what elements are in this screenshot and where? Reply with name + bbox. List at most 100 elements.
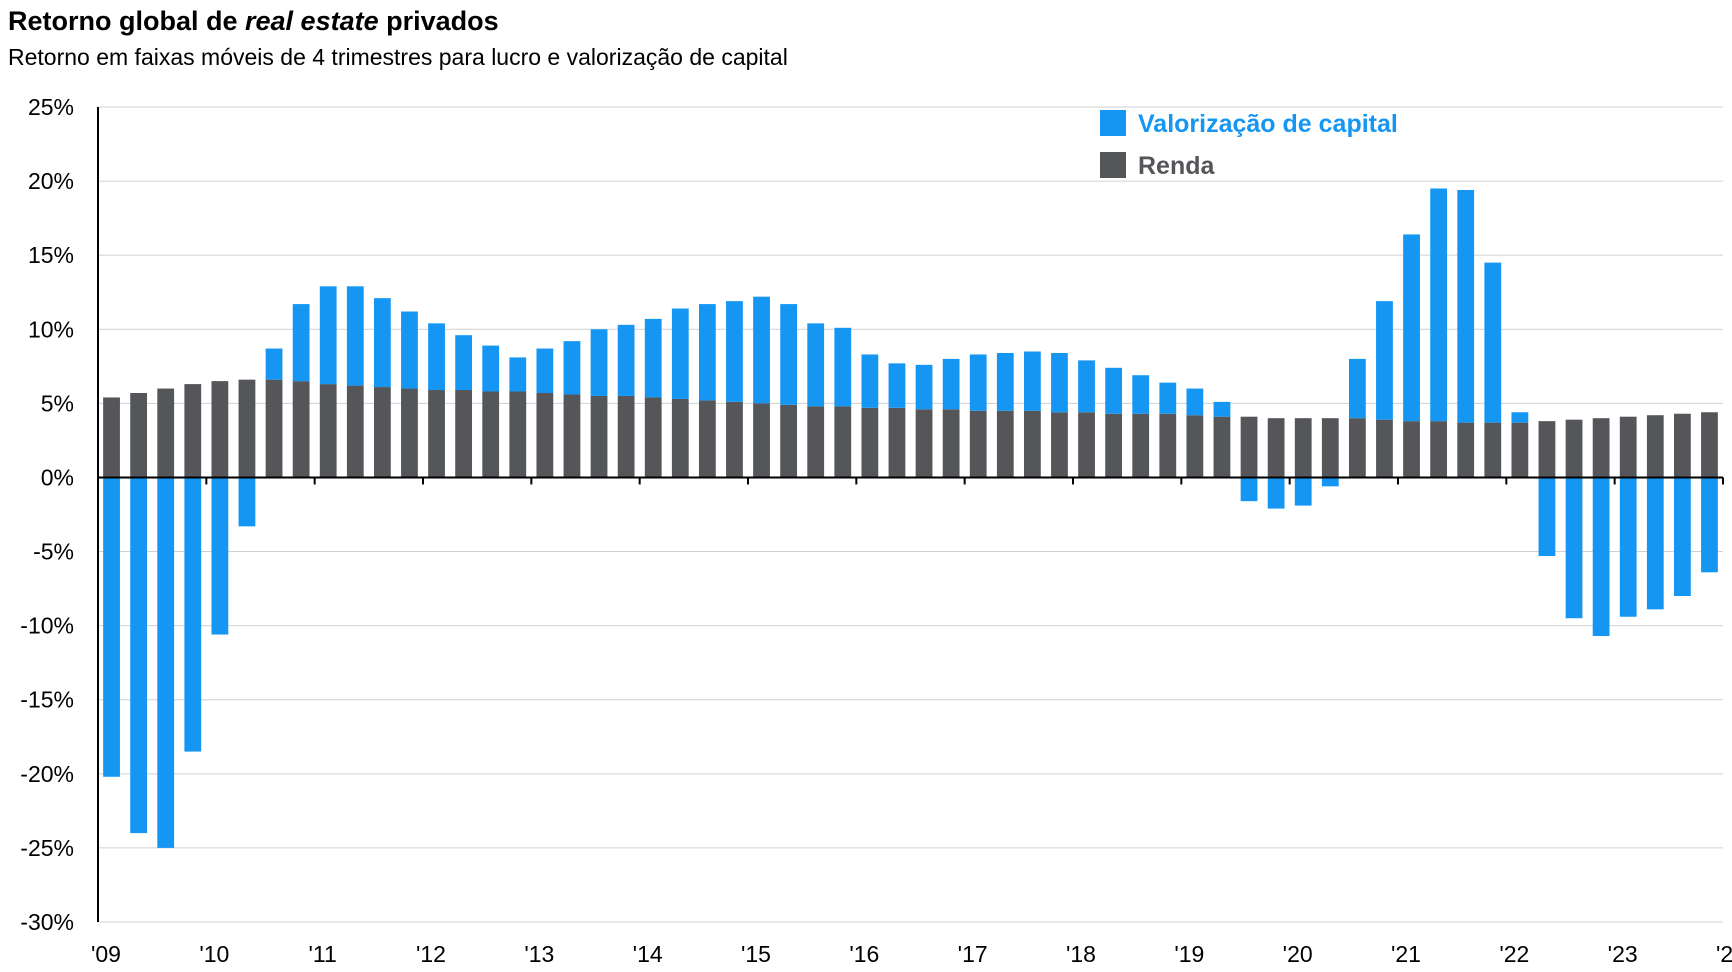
bar-income xyxy=(401,388,418,478)
legend-swatch-income xyxy=(1100,152,1126,178)
bar-capital xyxy=(1078,360,1095,413)
bar-capital xyxy=(1430,188,1448,422)
y-tick-label: 15% xyxy=(28,242,74,268)
bar-capital xyxy=(157,477,175,848)
bar-income xyxy=(509,391,527,478)
bar-income xyxy=(1376,419,1393,478)
bar-capital xyxy=(536,348,554,393)
x-tick-label: '14 xyxy=(633,941,663,967)
bar-income xyxy=(753,403,770,478)
bar-income xyxy=(590,395,608,478)
bar-income xyxy=(1186,415,1204,478)
x-tick-label: '21 xyxy=(1391,941,1421,967)
bar-capital xyxy=(1159,382,1177,414)
bar-income xyxy=(942,409,960,478)
y-tick-label: 5% xyxy=(41,390,74,416)
y-tick-label: -5% xyxy=(33,539,74,565)
title-prefix: Retorno global de xyxy=(8,6,246,36)
bar-income xyxy=(130,392,148,478)
bar-income xyxy=(1619,416,1637,478)
legend-label-income: Renda xyxy=(1138,152,1216,180)
axes xyxy=(97,107,1724,922)
bar-capital xyxy=(1701,477,1718,573)
x-tick-label: '17 xyxy=(958,941,988,967)
bar-capital xyxy=(1051,352,1068,413)
y-axis-ticks: -30% -25% -20% -15% -10% -5% 0% 5% 10% 15% 20% 25% xyxy=(20,94,74,935)
bar-capital xyxy=(1376,301,1393,420)
bar-income xyxy=(1511,422,1529,478)
bar-income xyxy=(1132,413,1150,478)
x-tick-label: '19 xyxy=(1174,941,1204,967)
bar-income xyxy=(373,387,391,478)
y-tick-label: -30% xyxy=(20,909,74,935)
bar-capital xyxy=(1213,401,1231,417)
bar-income xyxy=(1565,419,1583,478)
bar-capital xyxy=(1105,367,1123,414)
bar-capital xyxy=(1484,262,1502,423)
bar-income xyxy=(807,406,825,478)
y-tick-label: -15% xyxy=(20,687,74,713)
bar-income xyxy=(265,379,283,478)
bar-income xyxy=(563,394,581,478)
bar-income xyxy=(834,406,852,478)
bar-income xyxy=(969,410,987,478)
bar-income xyxy=(644,397,662,478)
x-tick-label: '09 xyxy=(91,941,121,967)
bar-income xyxy=(915,409,933,478)
bar-capital xyxy=(1646,477,1664,610)
bar-capital xyxy=(482,345,500,392)
legend-swatch-capital xyxy=(1100,110,1126,136)
bar-income xyxy=(1646,415,1664,478)
bar-capital xyxy=(373,298,391,388)
bar-income xyxy=(1403,421,1420,478)
bar-income xyxy=(1213,416,1231,478)
bar-capital xyxy=(969,354,987,411)
bar-income xyxy=(1321,418,1339,478)
bar-capital xyxy=(1565,477,1583,619)
bar-capital xyxy=(753,296,770,404)
bar-income xyxy=(1294,418,1312,478)
bar-capital xyxy=(834,327,852,407)
bar-capital xyxy=(780,304,798,405)
x-tick-label: '16 xyxy=(849,941,879,967)
bar-capital xyxy=(726,301,743,402)
bar-capital xyxy=(238,477,256,527)
bar-capital xyxy=(698,304,716,401)
x-tick-label: '12 xyxy=(416,941,446,967)
y-tick-label: 20% xyxy=(28,168,74,194)
bar-income xyxy=(238,379,256,478)
bar-income xyxy=(157,388,175,478)
bar-income xyxy=(698,400,716,478)
x-tick-label: '11 xyxy=(309,941,337,967)
bar-capital xyxy=(265,348,283,380)
bar-income xyxy=(1023,410,1041,478)
bar-capital xyxy=(1294,477,1312,506)
y-tick-label: -25% xyxy=(20,835,74,861)
bar-income xyxy=(292,381,310,478)
bar-income xyxy=(319,384,337,478)
bar-capital xyxy=(1673,477,1691,596)
bar-capital xyxy=(1348,358,1366,419)
bar-capital xyxy=(509,357,527,392)
bar-capital xyxy=(1457,189,1475,423)
x-tick-label: '22 xyxy=(1499,941,1529,967)
bar-income xyxy=(888,407,906,478)
y-tick-label: 10% xyxy=(28,316,74,342)
bar-capital xyxy=(1240,477,1258,502)
bar-income xyxy=(428,390,445,478)
bar-income xyxy=(780,404,798,478)
bar-income xyxy=(1348,418,1366,478)
bar-income xyxy=(726,401,743,478)
bar-income xyxy=(482,391,500,478)
bar-capital xyxy=(184,477,202,752)
bar-capital xyxy=(292,304,310,382)
bar-capital xyxy=(644,318,662,398)
x-tick-label: '20 xyxy=(1283,941,1313,967)
bar-capital xyxy=(1023,351,1041,411)
y-tick-label: -10% xyxy=(20,613,74,639)
bar-capital xyxy=(1186,388,1204,416)
bar-capital xyxy=(590,329,608,396)
bar-capital xyxy=(563,341,581,395)
legend-label-capital: Valorização de capital xyxy=(1138,110,1398,138)
